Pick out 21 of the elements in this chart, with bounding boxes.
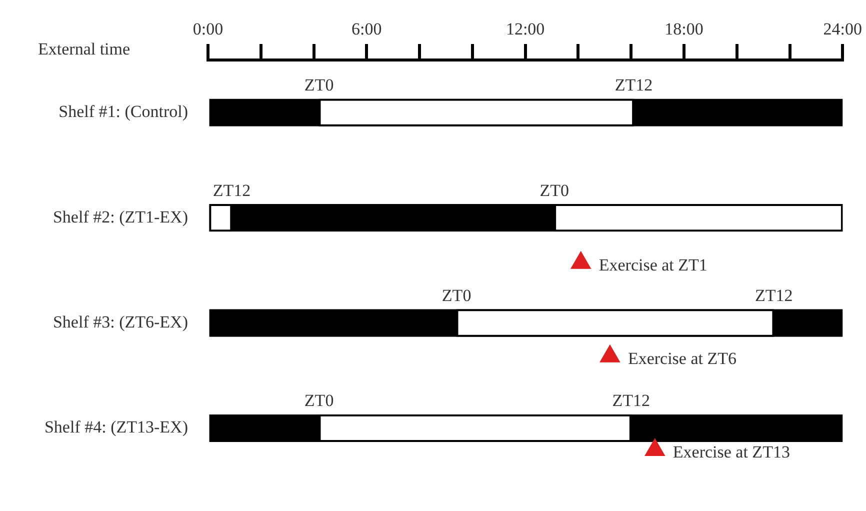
annotation: ZT12 [754, 286, 793, 305]
annotation: ZT0 [540, 180, 570, 200]
annotation: ZT0 [304, 76, 334, 95]
data-label: Exercise at ZT1 [598, 255, 708, 274]
y-tick-label: Shelf #2: (ZT1-EX) [52, 207, 188, 226]
y-tick-label: Shelf #4: (ZT13-EX) [44, 418, 188, 437]
x-axis-title: External time [38, 39, 130, 58]
annotation: ZT12 [212, 180, 251, 200]
y-tick-label: Shelf #1: (Control) [58, 102, 188, 122]
y-tick-label: Shelf #3: (ZT6-EX) [52, 312, 188, 332]
x-tick-label: 0:00 [192, 19, 224, 38]
x-tick-label: 6:00 [352, 19, 382, 38]
x-tick-label: 18:00 [664, 19, 704, 38]
x-tick-label: 24:00 [823, 19, 862, 38]
x-tick-label: 12:00 [506, 19, 545, 38]
data-label: Exercise at ZT13 [672, 442, 790, 462]
annotation: ZT12 [614, 76, 653, 95]
annotation: ZT12 [612, 391, 650, 410]
annotation: ZT0 [442, 286, 472, 305]
annotation: ZT0 [304, 391, 334, 410]
data-label: Exercise at ZT6 [628, 348, 736, 368]
